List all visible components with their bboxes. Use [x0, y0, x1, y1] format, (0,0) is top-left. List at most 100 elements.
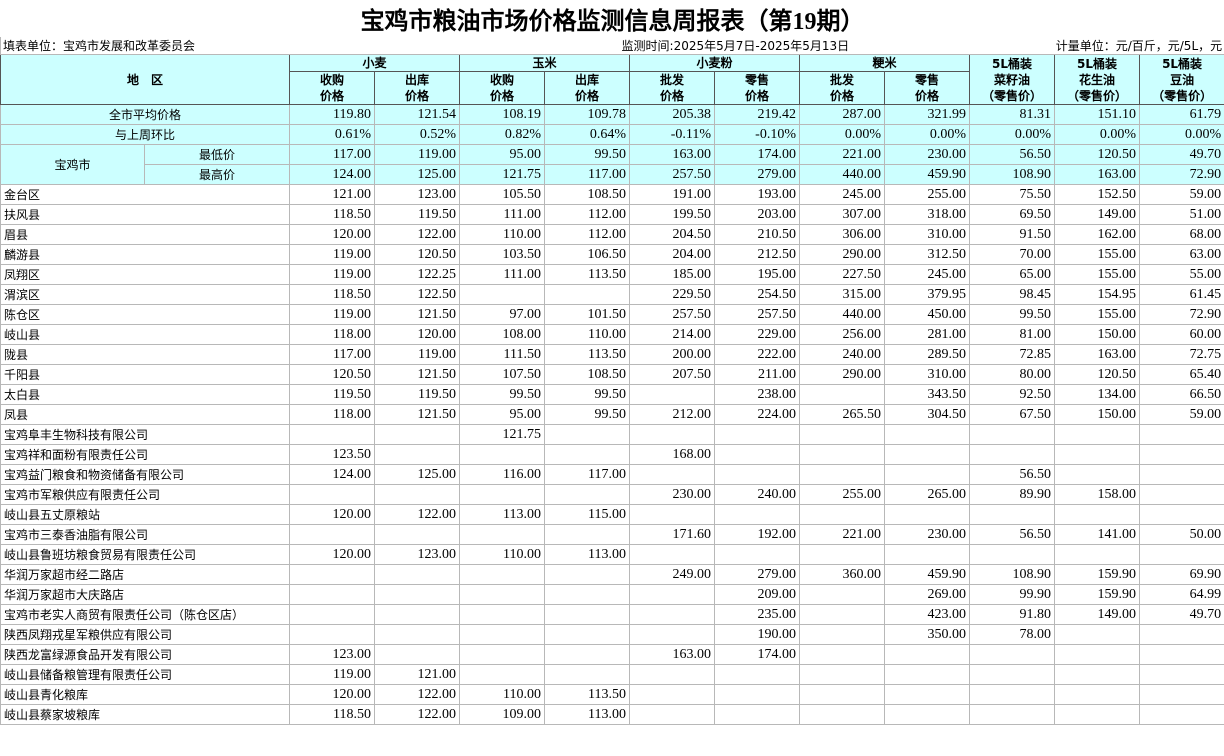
value-cell — [1054, 644, 1140, 665]
value-cell: 0.82% — [459, 124, 545, 145]
value-cell — [714, 704, 800, 725]
value-cell — [884, 684, 970, 705]
value-cell: 99.50 — [544, 144, 630, 165]
value-cell: 64.99 — [1138, 584, 1224, 605]
value-cell: 118.00 — [289, 404, 375, 425]
row-label: 宝鸡祥和面粉有限责任公司 — [0, 444, 290, 465]
data-row: 宝鸡市三泰香油脂有限公司 171.60 192.00 221.00 230.00 56.5… — [0, 524, 1224, 545]
value-cell: 123.50 — [289, 444, 375, 465]
value-cell: 290.00 — [799, 244, 885, 265]
sub-header: 批发 价格 — [629, 71, 715, 105]
value-cell — [629, 584, 715, 605]
row-label: 岐山县鲁班坊粮食贸易有限责任公司 — [0, 544, 290, 565]
header-line: （零售价） — [1066, 88, 1127, 103]
value-cell: 117.00 — [544, 164, 630, 185]
value-cell — [799, 544, 885, 565]
header-line: 5L桶装 — [992, 56, 1032, 71]
value-cell: 154.95 — [1054, 284, 1140, 305]
value-cell: 185.00 — [629, 264, 715, 285]
row-label: 渭滨区 — [0, 284, 290, 305]
header-line: 5L桶装 — [1077, 56, 1117, 71]
value-cell: 99.50 — [544, 404, 630, 425]
row-label: 与上周环比 — [0, 124, 290, 145]
value-cell — [799, 664, 885, 685]
value-cell: -0.10% — [714, 124, 800, 145]
data-row: 岐山县储备粮管理有限责任公司 119.00 121.00 — [0, 664, 1224, 685]
header-line: 零售 — [744, 73, 769, 87]
value-cell: 116.00 — [459, 464, 545, 485]
value-cell — [374, 484, 460, 505]
value-cell — [289, 524, 375, 545]
value-cell: 122.00 — [374, 504, 460, 525]
value-cell — [459, 584, 545, 605]
value-cell: 72.90 — [1138, 164, 1224, 185]
value-cell — [374, 524, 460, 545]
value-cell: 49.70 — [1138, 604, 1224, 625]
value-cell — [969, 424, 1055, 445]
value-cell: 108.90 — [969, 164, 1055, 185]
value-cell: 149.00 — [1054, 204, 1140, 225]
value-cell: 290.00 — [799, 364, 885, 385]
value-cell: 255.00 — [799, 484, 885, 505]
value-cell: 227.50 — [799, 264, 885, 285]
value-cell — [459, 644, 545, 665]
value-cell: 360.00 — [799, 564, 885, 585]
value-cell: 257.50 — [629, 164, 715, 185]
value-cell: 0.00% — [969, 124, 1055, 145]
value-cell: 155.00 — [1054, 264, 1140, 285]
value-cell: 306.00 — [799, 224, 885, 245]
value-cell: 66.50 — [1138, 384, 1224, 405]
header-line: 出库 — [574, 73, 599, 87]
value-cell — [289, 604, 375, 625]
row-label: 宝鸡阜丰生物科技有限公司 — [0, 424, 290, 445]
data-row: 凤翔区 119.00 122.25 111.00 113.50 185.00 195.00 2… — [0, 264, 1224, 285]
value-cell: 69.50 — [969, 204, 1055, 225]
value-cell: 124.00 — [289, 464, 375, 485]
data-row: 华润万家超市大庆路店 209.00 269.00 99.90 159.90 64.99 — [0, 584, 1224, 605]
value-cell — [544, 584, 630, 605]
row-label: 陕西凤翔戎星军粮供应有限公司 — [0, 624, 290, 645]
value-cell: 171.60 — [629, 524, 715, 545]
value-cell: 240.00 — [799, 344, 885, 365]
value-cell — [629, 424, 715, 445]
value-cell: 312.50 — [884, 244, 970, 265]
header-line: 价格 — [829, 89, 854, 103]
value-cell: 113.50 — [544, 264, 630, 285]
value-cell: 95.00 — [459, 404, 545, 425]
value-cell: 204.00 — [629, 244, 715, 265]
value-cell — [1138, 624, 1224, 645]
value-cell — [374, 584, 460, 605]
value-cell: 343.50 — [884, 384, 970, 405]
value-cell: 98.45 — [969, 284, 1055, 305]
value-cell: 92.50 — [969, 384, 1055, 405]
value-cell — [1054, 504, 1140, 525]
value-cell: 174.00 — [714, 144, 800, 165]
value-cell: 120.50 — [374, 244, 460, 265]
value-cell: 108.90 — [969, 564, 1055, 585]
value-cell: 230.00 — [884, 144, 970, 165]
value-cell: 279.00 — [714, 164, 800, 185]
value-cell: 379.95 — [884, 284, 970, 305]
value-cell: 350.00 — [884, 624, 970, 645]
value-cell: 113.50 — [544, 344, 630, 365]
value-cell — [459, 444, 545, 465]
value-cell: 229.50 — [629, 284, 715, 305]
value-cell: 238.00 — [714, 384, 800, 405]
value-cell: 108.00 — [459, 324, 545, 345]
value-cell: 61.79 — [1138, 104, 1224, 125]
value-cell — [1138, 704, 1224, 725]
value-cell — [1138, 464, 1224, 485]
value-cell — [629, 504, 715, 525]
value-cell: 80.00 — [969, 364, 1055, 385]
value-cell: 120.00 — [289, 684, 375, 705]
value-cell: 459.90 — [884, 564, 970, 585]
value-cell — [884, 504, 970, 525]
header-row: 收购 价格 出库 价格 收购 价格 出库 价格 批发 价格 零售 价格 批发 价格 零售 价格 — [1, 71, 1224, 105]
value-cell — [1054, 464, 1140, 485]
value-cell — [1138, 664, 1224, 685]
table-body: 宝鸡市粮油市场价格监测信息周报表（第19期） 填表单位：宝鸡市发展和改革委员会 … — [0, 0, 1224, 725]
value-cell — [799, 444, 885, 465]
value-cell: 121.00 — [289, 184, 375, 205]
value-cell — [544, 604, 630, 625]
value-cell — [544, 524, 630, 545]
